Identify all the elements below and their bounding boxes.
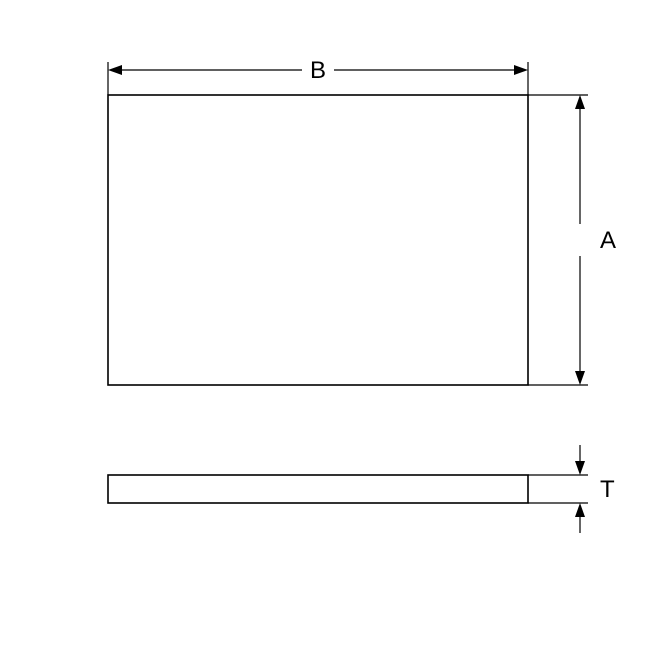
dimension-t-label: T [600,476,615,503]
dimension-b: B [108,57,528,95]
shapes-group [108,95,528,503]
dimension-a: A [528,95,616,385]
top-plate-rect [108,95,528,385]
dimension-a-label: A [600,227,616,254]
dimension-b-label: B [310,57,326,84]
bottom-plate-rect [108,475,528,503]
dimension-diagram: B A T [0,0,670,670]
dimension-t: T [528,445,615,533]
